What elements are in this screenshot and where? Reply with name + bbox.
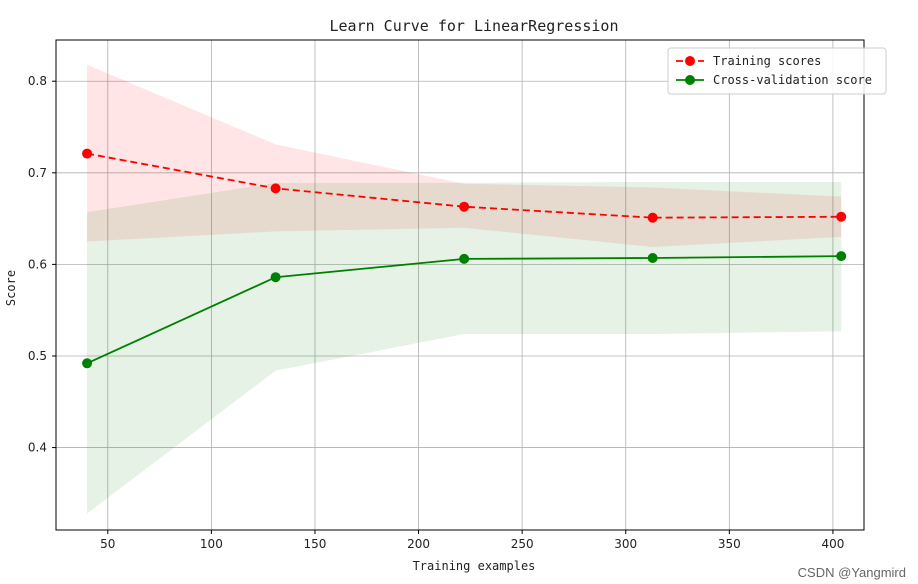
- axes-frame: [55, 39, 865, 531]
- series-1-point: [270, 272, 281, 283]
- series-0-point: [270, 183, 281, 194]
- series-1-point: [459, 253, 470, 264]
- legend-box: [667, 47, 887, 95]
- x-tick-label: 300: [614, 537, 637, 551]
- plot-area: 50 100 150 200 250 300 350 400 0.4 0.5 0.6 0.7 0.8 Tr…: [28, 39, 887, 551]
- y-tick-label: 0.7: [28, 166, 47, 180]
- legend-marker-0: [685, 56, 695, 66]
- legend-label-0: Training scores: [713, 54, 821, 68]
- x-tick-label: 100: [200, 537, 223, 551]
- y-tick-label: 0.6: [28, 257, 47, 271]
- series-0-point: [82, 148, 93, 159]
- series-1-band: [87, 181, 842, 514]
- series-1-point: [647, 252, 658, 263]
- legend-label-1: Cross-validation score: [713, 73, 872, 87]
- series-1-point: [836, 251, 847, 262]
- y-tick-label: 0.4: [28, 441, 47, 455]
- x-tick-label: 400: [821, 537, 844, 551]
- series-0-point: [459, 201, 470, 212]
- chart-title: Learn Curve for LinearRegression: [330, 17, 619, 35]
- x-tick-label: 250: [511, 537, 534, 551]
- y-tick-label: 0.8: [28, 74, 47, 88]
- x-tick-label: 50: [100, 537, 115, 551]
- y-axis-label: Score: [4, 270, 18, 306]
- series-0-point: [647, 212, 658, 223]
- series-0-band: [87, 64, 842, 247]
- x-tick-label: 200: [407, 537, 430, 551]
- series-1-point: [82, 358, 93, 369]
- x-tick-label: 150: [304, 537, 327, 551]
- series-0-line: [86, 152, 842, 219]
- y-tick-label: 0.5: [28, 349, 47, 363]
- x-axis-label: Training examples: [413, 559, 536, 573]
- series-0-point: [836, 211, 847, 222]
- legend-marker-1: [685, 75, 695, 85]
- watermark: CSDN @Yangmird: [797, 565, 906, 580]
- x-tick-label: 350: [718, 537, 741, 551]
